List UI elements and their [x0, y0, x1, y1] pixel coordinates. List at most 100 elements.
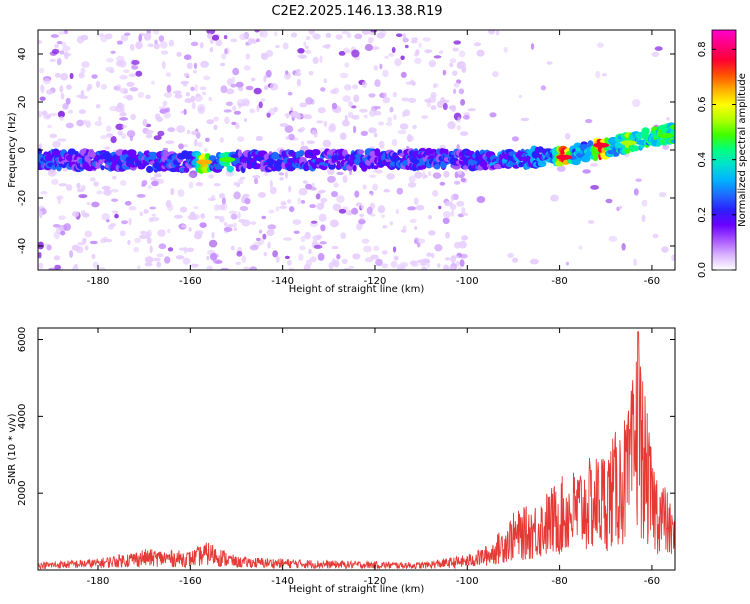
spectrogram-x-label: Height of straight line (km)	[289, 284, 425, 295]
noise-blob	[166, 84, 172, 93]
noise-blob	[456, 61, 463, 69]
noise-blob	[262, 233, 267, 240]
noise-blob	[369, 190, 374, 195]
noise-blob	[361, 238, 370, 244]
noise-blob	[84, 245, 89, 251]
noise-blob	[383, 92, 388, 98]
noise-blob	[41, 110, 48, 116]
noise-blob	[77, 242, 86, 246]
noise-blob	[632, 99, 641, 107]
noise-blob	[401, 264, 406, 270]
noise-blob	[414, 52, 419, 57]
noise-blob	[119, 74, 128, 80]
noise-blob	[223, 35, 228, 40]
noise-blob	[89, 240, 98, 245]
noise-blob	[245, 53, 251, 60]
noise-blob	[388, 53, 395, 57]
noise-blob	[65, 184, 73, 191]
noise-blob	[136, 194, 146, 198]
snr-x-label: Height of straight line (km)	[289, 584, 425, 595]
noise-blob	[186, 247, 195, 252]
ridge-blob	[433, 163, 441, 170]
noise-blob	[285, 70, 289, 75]
noise-blob	[442, 217, 450, 224]
noise-blob	[230, 245, 235, 251]
noise-blob	[151, 80, 155, 85]
noise-blob	[197, 106, 205, 115]
noise-blob	[589, 163, 599, 167]
noise-blob	[400, 55, 405, 61]
noise-blob	[56, 195, 64, 200]
noise-blob	[346, 33, 352, 39]
noise-blob	[178, 143, 184, 150]
noise-blob	[207, 33, 213, 39]
noise-blob	[98, 116, 102, 122]
noise-blob	[373, 245, 380, 252]
noise-blob	[205, 137, 210, 142]
noise-blob	[411, 37, 419, 41]
noise-blob	[308, 248, 312, 255]
noise-blob	[353, 94, 360, 103]
colorbar-tick-label: 0.0	[697, 262, 708, 278]
noise-blob	[359, 213, 365, 218]
noise-blob	[418, 42, 422, 48]
noise-blob	[422, 37, 431, 42]
noise-blob	[361, 30, 370, 35]
noise-blob	[235, 81, 244, 88]
noise-blob	[379, 63, 383, 70]
noise-blob	[54, 44, 59, 48]
noise-blob	[214, 215, 220, 219]
noise-blob	[154, 39, 158, 45]
noise-blob	[377, 205, 386, 214]
noise-blob	[275, 45, 280, 48]
ridge-blob	[100, 165, 105, 171]
noise-blob	[261, 30, 268, 38]
x-tick-label: -120	[364, 276, 387, 287]
noise-blob	[410, 39, 418, 44]
noise-blob	[295, 68, 301, 73]
noise-blob	[39, 67, 45, 74]
noise-blob	[268, 209, 275, 214]
noise-blob	[300, 235, 306, 243]
noise-blob	[74, 264, 78, 268]
noise-blob	[76, 182, 81, 189]
noise-blob	[241, 255, 247, 263]
noise-blob	[235, 261, 242, 266]
noise-blob	[390, 260, 398, 268]
noise-blob	[492, 71, 499, 78]
noise-blob	[152, 30, 160, 35]
noise-blob	[369, 174, 377, 178]
noise-blob	[63, 52, 72, 57]
noise-blob	[239, 176, 246, 180]
noise-blob	[635, 178, 642, 182]
ridge-peak	[219, 157, 236, 163]
noise-blob	[42, 77, 51, 85]
noise-blob	[135, 70, 143, 77]
noise-blob	[269, 180, 273, 188]
ridge-blob	[52, 150, 60, 156]
noise-blob	[137, 91, 145, 99]
noise-blob	[47, 124, 53, 129]
noise-blob	[199, 86, 207, 91]
noise-blob	[457, 267, 463, 270]
noise-blob	[260, 98, 266, 102]
noise-blob	[339, 132, 347, 140]
noise-blob	[595, 70, 601, 79]
noise-blob	[327, 175, 336, 183]
noise-blob	[393, 114, 397, 121]
noise-blob	[348, 101, 353, 108]
noise-blob	[427, 96, 437, 104]
x-tick-label: -180	[87, 576, 110, 587]
noise-blob	[518, 94, 523, 99]
noise-blob	[309, 204, 316, 209]
x-tick-label: -80	[551, 276, 567, 287]
noise-blob	[382, 69, 389, 78]
noise-blob	[60, 230, 66, 236]
noise-blob	[311, 182, 315, 189]
noise-blob	[269, 82, 279, 91]
noise-blob	[237, 211, 241, 219]
noise-blob	[188, 173, 196, 178]
noise-blob	[409, 260, 417, 266]
noise-blob	[456, 144, 460, 150]
noise-blob	[53, 255, 61, 261]
